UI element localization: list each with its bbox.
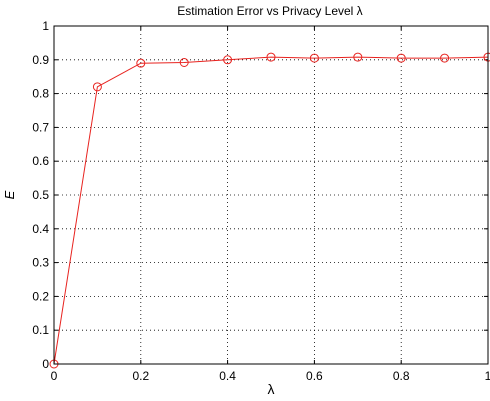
y-tick-label: 0.8 [32, 87, 49, 101]
data-point [309, 53, 319, 63]
y-tick-label: 0.9 [32, 53, 49, 67]
data-point [396, 53, 406, 63]
x-tick-labels: 0 0.2 0.4 0.6 0.8 1 [51, 369, 490, 383]
y-tick-label: 0.6 [32, 154, 49, 168]
data-point [92, 82, 102, 92]
grid-lines [54, 26, 488, 364]
y-tick-label: 0.2 [32, 289, 49, 303]
y-tick-labels: 0 0.1 0.2 0.3 0.4 0.5 0.6 0.7 0.8 0.9 1 [32, 19, 49, 371]
x-tick-label: 0.2 [132, 369, 149, 383]
y-tick-label: 1 [42, 19, 49, 33]
y-tick-label: 0.5 [32, 188, 49, 202]
y-axis-label: E [2, 190, 17, 199]
x-tick-label: 1 [485, 369, 490, 383]
x-axis-label: λ [268, 381, 275, 397]
chart-title: Estimation Error vs Privacy Level λ [177, 4, 362, 18]
y-tick-label: 0.7 [32, 120, 49, 134]
data-point [266, 52, 276, 62]
y-tick-label: 0 [42, 357, 49, 371]
series-line [53, 56, 489, 365]
y-tick-label: 0.4 [32, 222, 49, 236]
x-tick-label: 0 [51, 369, 58, 383]
data-point [223, 55, 233, 65]
data-point [440, 53, 450, 63]
y-tick-label: 0.3 [32, 256, 49, 270]
x-tick-label: 0.8 [393, 369, 410, 383]
data-point [179, 58, 189, 68]
x-tick-label: 0.6 [306, 369, 323, 383]
plot-frame [53, 25, 489, 365]
x-tick-label: 0.4 [219, 369, 236, 383]
data-point [136, 58, 146, 68]
y-tick-label: 0.1 [32, 323, 49, 337]
data-point [353, 52, 363, 62]
